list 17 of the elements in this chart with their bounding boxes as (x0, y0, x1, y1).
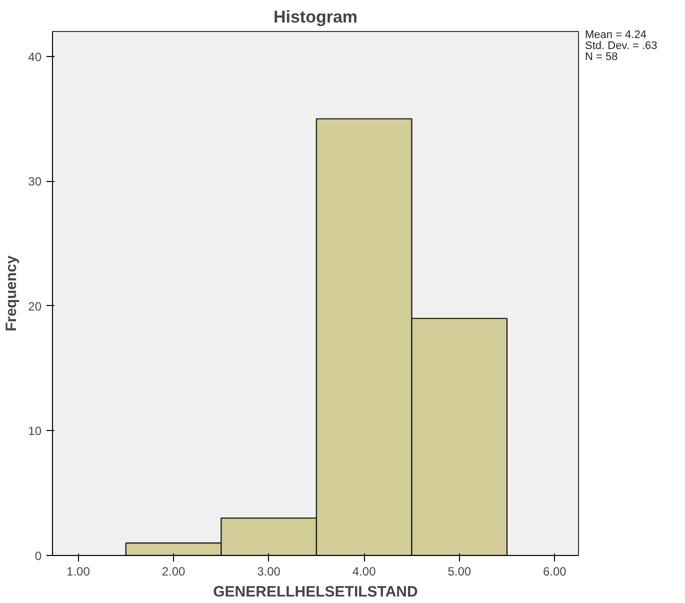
x-tick-label: 5.00 (448, 564, 472, 578)
x-tick-label: 2.00 (162, 564, 186, 578)
x-tick-label: 6.00 (543, 564, 567, 578)
y-tick-label: 30 (28, 174, 42, 189)
y-tick-label: 0 (34, 549, 42, 563)
x-tick-label: 1.00 (66, 564, 90, 578)
chart-title: Histogram (273, 8, 358, 26)
y-axis-title: Frequency (3, 254, 20, 332)
text: N = 58 (585, 51, 618, 63)
text: Mean = 4.24 (585, 29, 646, 41)
y-tick-label: 20 (28, 299, 42, 314)
x-tick-label: 3.00 (257, 564, 281, 578)
text: Std. Dev. = .63 (585, 40, 658, 52)
y-tick-label: 10 (28, 424, 42, 438)
x-axis-title: GENERELLHELSETILSTAND (213, 584, 418, 600)
y-tick-label: 40 (28, 50, 42, 64)
x-tick-label: 4.00 (352, 564, 376, 578)
